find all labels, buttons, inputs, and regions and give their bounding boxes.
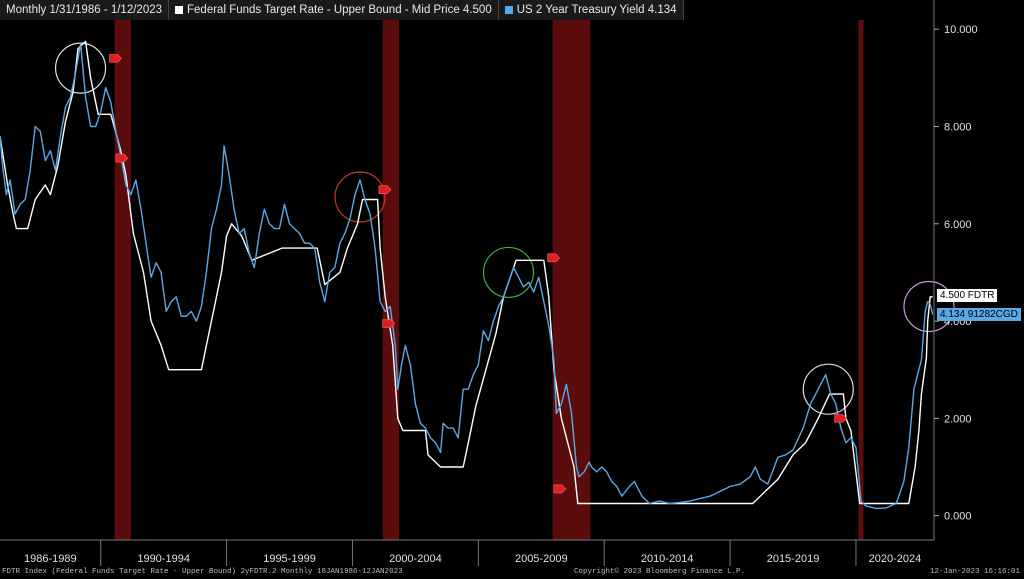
event-marker (378, 185, 392, 195)
legend-period: Monthly 1/31/1986 - 1/12/2023 (0, 0, 170, 20)
recession-band (858, 20, 864, 540)
event-marker (382, 319, 396, 328)
recession-bands (114, 20, 864, 540)
legend-series-treasury[interactable]: US 2 Year Treasury Yield 4.134 (499, 0, 684, 20)
legend-bar: Monthly 1/31/1986 - 1/12/2023 Federal Fu… (0, 0, 684, 20)
recession-band (382, 20, 400, 540)
x-tick-label: 2000-2004 (389, 553, 442, 565)
event-marker (115, 153, 129, 163)
x-tick-label: 2005-2009 (515, 553, 568, 565)
event-marker (547, 253, 561, 263)
x-tick-label: 1986-1989 (24, 553, 77, 565)
recession-band (552, 20, 591, 540)
legend-series-fed[interactable]: Federal Funds Target Rate - Upper Bound … (169, 0, 499, 20)
legend-period-text: Monthly 1/31/1986 - 1/12/2023 (6, 4, 163, 16)
event-marker (109, 54, 122, 63)
event-marker (553, 484, 567, 494)
series-lines (0, 40, 934, 510)
fed-swatch-icon (175, 6, 184, 14)
highlight-circles (54, 42, 955, 415)
y-tick-label: 10.000 (944, 24, 978, 36)
legend-fed-text: Federal Funds Target Rate - Upper Bound … (187, 4, 492, 16)
x-tick-label: 1995-1999 (263, 553, 316, 565)
y-tick-label: 6.000 (944, 219, 972, 231)
x-tick-label: 2010-2014 (641, 553, 694, 565)
y-tick-label: 0.000 (944, 511, 972, 523)
x-tick-label: 2015-2019 (767, 553, 820, 565)
x-tick-label: 2020-2024 (869, 553, 922, 565)
treasury-swatch-icon (504, 6, 513, 14)
footer-bar: FDTR Index (Federal Funds Target Rate - … (0, 566, 1024, 579)
treasury-2y-line (0, 43, 934, 510)
highlight-circle (334, 171, 386, 223)
y-tick-label: 8.000 (944, 121, 972, 133)
treasury-last-value-tag: 4.134 91282CGD (937, 307, 1021, 321)
event-markers (109, 54, 848, 494)
highlight-circle (903, 280, 955, 333)
highlight-circle (802, 363, 854, 415)
footer-copyright: Copyright© 2023 Bloomberg Finance L.P. (574, 568, 746, 576)
fed-last-value-tag: 4.500 FDTR (937, 288, 998, 302)
x-tick-label: 1990-1994 (137, 553, 190, 565)
event-marker (834, 414, 848, 423)
recession-band (114, 20, 131, 540)
y-tick-label: 2.000 (944, 413, 972, 425)
x-axis-ticks: 1986-1989 1990-1994 1995-1999 2000-2004 2005… (24, 540, 921, 566)
footer-timestamp: 12-Jan-2023 16:16:01 (929, 568, 1020, 576)
footer-source: FDTR Index (Federal Funds Target Rate - … (2, 568, 403, 576)
fed-funds-line (0, 40, 933, 505)
highlight-circle (482, 246, 535, 299)
legend-treasury-text: US 2 Year Treasury Yield 4.134 (516, 4, 677, 16)
